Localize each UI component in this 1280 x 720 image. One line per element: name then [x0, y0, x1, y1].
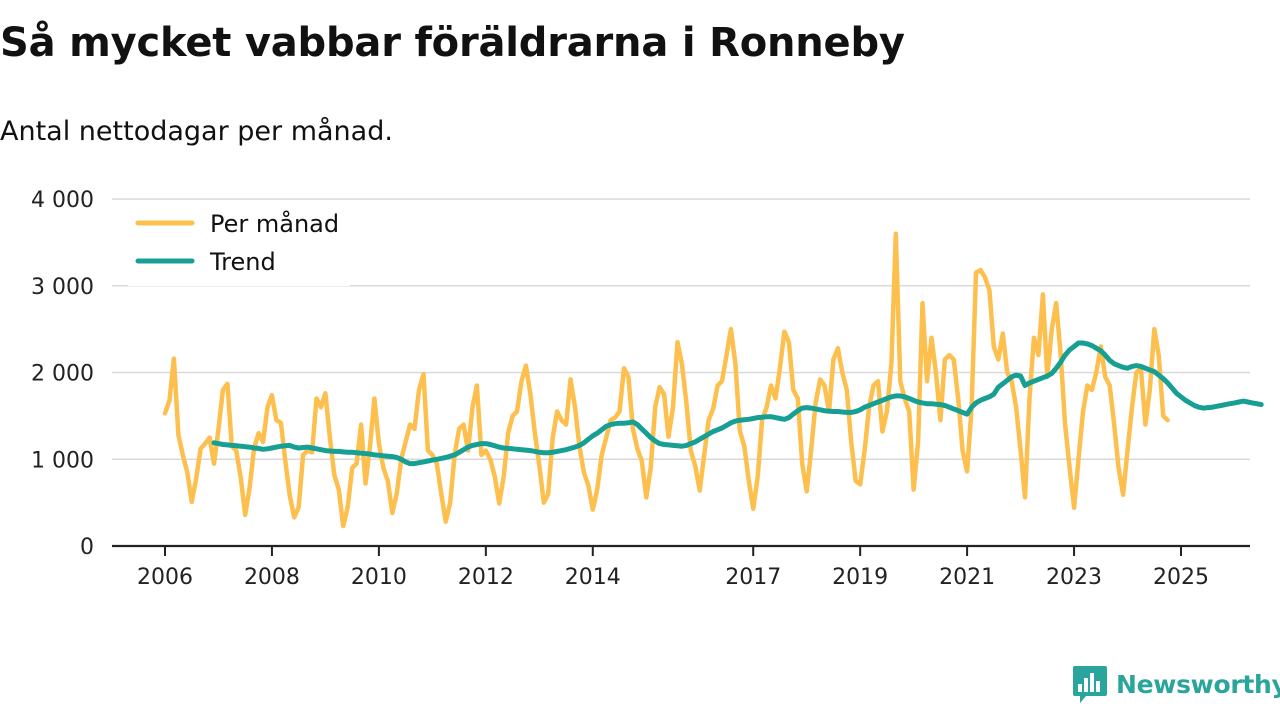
x-tick-label: 2014: [565, 565, 621, 590]
y-tick-label: 4 000: [31, 188, 94, 213]
legend-label-monthly: Per månad: [210, 209, 339, 238]
newsworthy-logo: Newsworthy: [1072, 664, 1280, 704]
x-tick-label: 2012: [458, 565, 514, 590]
chart-subtitle: Antal nettodagar per månad.: [0, 116, 393, 147]
x-tick-label: 2006: [137, 565, 193, 590]
x-tick-label: 2019: [832, 565, 888, 590]
brand-name: Newsworthy: [1116, 669, 1280, 699]
series-line-per-manad: [162, 231, 1170, 529]
y-tick-label: 1 000: [31, 448, 94, 473]
series-layer: [162, 231, 1264, 529]
x-tick-label: 2023: [1046, 565, 1102, 590]
y-tick-label: 2 000: [31, 362, 94, 387]
series-line-trend: [211, 340, 1264, 467]
x-tick-label: 2017: [725, 565, 781, 590]
legend-background: [128, 204, 350, 286]
x-tick-label: 2008: [244, 565, 300, 590]
chart-title: Så mycket vabbar föräldrarna i Ronneby: [0, 20, 905, 66]
y-tick-label: 0: [80, 535, 94, 560]
y-axis-ticks: 0 1 000 2 000 3 000 4 000: [31, 188, 94, 560]
legend-label-trend: Trend: [209, 248, 276, 276]
x-tick-label: 2010: [351, 565, 407, 590]
x-tick-label: 2025: [1153, 565, 1209, 590]
y-tick-label: 3 000: [31, 275, 94, 300]
x-tick-label: 2021: [939, 565, 995, 590]
x-axis-ticks: 2006 2008 2010 2012 2014 2017 2019 2021 2023 2025: [137, 546, 1209, 590]
newsworthy-logo-icon: [1073, 666, 1107, 703]
